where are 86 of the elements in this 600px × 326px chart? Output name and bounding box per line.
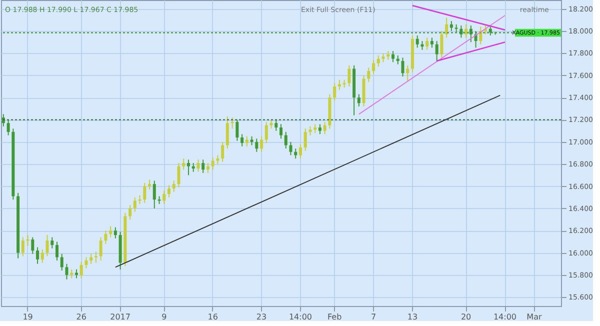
candlestick: [426, 37, 429, 50]
candlestick: [56, 241, 58, 262]
candlestick: [255, 138, 258, 152]
candlestick: [65, 263, 68, 280]
candlestick: [26, 234, 30, 247]
x-tick-label: 14:00: [493, 312, 517, 322]
candlestick: [50, 236, 54, 249]
candlestick: [357, 94, 360, 107]
candlestick: [221, 141, 224, 162]
x-tick-label: 7: [370, 312, 376, 322]
candlestick: [80, 261, 83, 279]
candlestick: [298, 144, 302, 160]
candlestick: [430, 37, 434, 48]
candlestick: [416, 34, 419, 48]
candlestick: [464, 24, 468, 38]
candlestick: [186, 159, 190, 176]
candlestick: [148, 179, 152, 190]
candlestick: [143, 182, 146, 204]
candlestick: [460, 25, 463, 38]
x-tick-label: 20: [460, 312, 472, 322]
candlestick: [99, 236, 102, 262]
x-tick-label: 14:00: [288, 312, 312, 322]
candlestick: [168, 184, 170, 198]
candlestick: [280, 124, 282, 140]
candlestick: [376, 54, 380, 68]
candlestick: [284, 131, 288, 150]
candlestick: [202, 159, 205, 174]
candlestick: [40, 248, 44, 264]
x-tick-label: Feb: [327, 312, 342, 322]
candlestick: [392, 50, 394, 63]
candlestick: [172, 180, 176, 192]
candlestick: [90, 253, 93, 264]
candlestick: [84, 256, 88, 269]
x-tick-label: 26: [76, 312, 86, 322]
candlestick: [152, 180, 156, 209]
candlestick: [230, 117, 234, 130]
x-tick-label: Mar: [526, 312, 542, 322]
x-tick-label: 16: [208, 312, 218, 322]
x-tick-label: 2017: [110, 312, 130, 322]
candlestick: [206, 162, 210, 174]
candlestick: [435, 40, 438, 63]
candlestick: [245, 136, 248, 147]
candlestick: [289, 141, 292, 156]
candlestick: [264, 121, 268, 144]
candlestick: [367, 67, 370, 83]
candlestick: [104, 230, 108, 244]
candlestick: [450, 20, 453, 32]
candlestick: [60, 253, 64, 272]
x-tick-label: 19: [22, 312, 33, 322]
x-tick-label: 13: [407, 312, 418, 322]
candlestick: [236, 119, 239, 142]
candlestick: [333, 82, 336, 102]
candlestick: [133, 196, 136, 212]
candlestick: [211, 156, 214, 170]
candlestick: [158, 196, 161, 204]
candlestick: [406, 64, 410, 82]
candlestick: [440, 30, 444, 58]
candlestick: [226, 116, 229, 150]
candlestick: [21, 236, 24, 257]
candlestick: [182, 158, 186, 170]
candlestick: [177, 162, 180, 188]
candlestick: [94, 251, 98, 264]
candlestick: [138, 194, 142, 204]
candlestick: [294, 148, 298, 160]
x-tick-label: 23: [256, 312, 267, 322]
candlestick: [469, 25, 472, 43]
candlestick: [260, 136, 264, 152]
candlestick: [128, 204, 132, 220]
candlestick: [31, 236, 34, 254]
candlestick: [46, 234, 49, 257]
candlestick: [348, 64, 351, 87]
candlestick: [109, 226, 112, 238]
candlestick: [240, 134, 244, 147]
candlestick: [372, 59, 376, 75]
candlestick: [304, 128, 307, 152]
candlestick: [6, 119, 10, 136]
x-tick-label: 9: [162, 312, 167, 322]
candlestick: [401, 57, 404, 77]
candlestick: [445, 17, 448, 38]
candlestick: [274, 119, 278, 132]
candlestick: [162, 190, 166, 204]
candlestick: [36, 246, 40, 264]
candlestick: [196, 159, 200, 172]
candlestick: [114, 226, 117, 239]
candlestick: [318, 124, 322, 135]
candlestick: [323, 121, 326, 135]
